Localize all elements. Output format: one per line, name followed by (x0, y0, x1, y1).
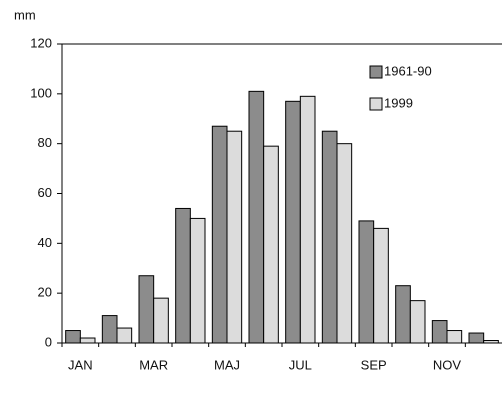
bar (409, 300, 426, 344)
y-tick-label: 20 (38, 285, 52, 300)
y-tick-label: 100 (30, 85, 52, 100)
bar (189, 217, 206, 344)
bar (211, 125, 228, 344)
y-tick-label: 60 (38, 185, 52, 200)
x-tick-label: JAN (68, 357, 93, 372)
bar (138, 275, 155, 344)
legend-label: 1999 (384, 95, 413, 110)
x-tick-label: MAJ (214, 357, 240, 372)
bar (79, 337, 96, 344)
x-tick-label: JUL (289, 357, 312, 372)
bar (321, 130, 338, 344)
y-axis-unit: mm (14, 7, 36, 22)
x-tick-label: SEP (361, 357, 387, 372)
bar (101, 315, 118, 344)
bar (483, 340, 499, 344)
bar (431, 320, 448, 344)
y-tick-label: 80 (38, 135, 52, 150)
bar (248, 90, 265, 344)
bar (226, 130, 243, 344)
legend-swatch (369, 65, 383, 79)
y-tick-label: 40 (38, 235, 52, 250)
legend-label: 1961-90 (384, 63, 432, 78)
bar (263, 145, 279, 344)
y-tick-label: 120 (30, 35, 52, 50)
bar (468, 332, 485, 344)
bar (446, 330, 463, 344)
bar (373, 227, 389, 344)
bar (116, 327, 133, 344)
bar (65, 330, 81, 344)
bar (336, 143, 353, 344)
bar (358, 220, 375, 344)
x-tick-label: MAR (139, 357, 168, 372)
y-tick-label: 0 (45, 334, 52, 349)
x-tick-label: NOV (433, 357, 462, 372)
legend-swatch (369, 97, 383, 111)
bar (153, 297, 169, 344)
bar (395, 285, 411, 344)
bar (175, 207, 191, 344)
bar (285, 100, 301, 344)
bar (299, 95, 316, 344)
